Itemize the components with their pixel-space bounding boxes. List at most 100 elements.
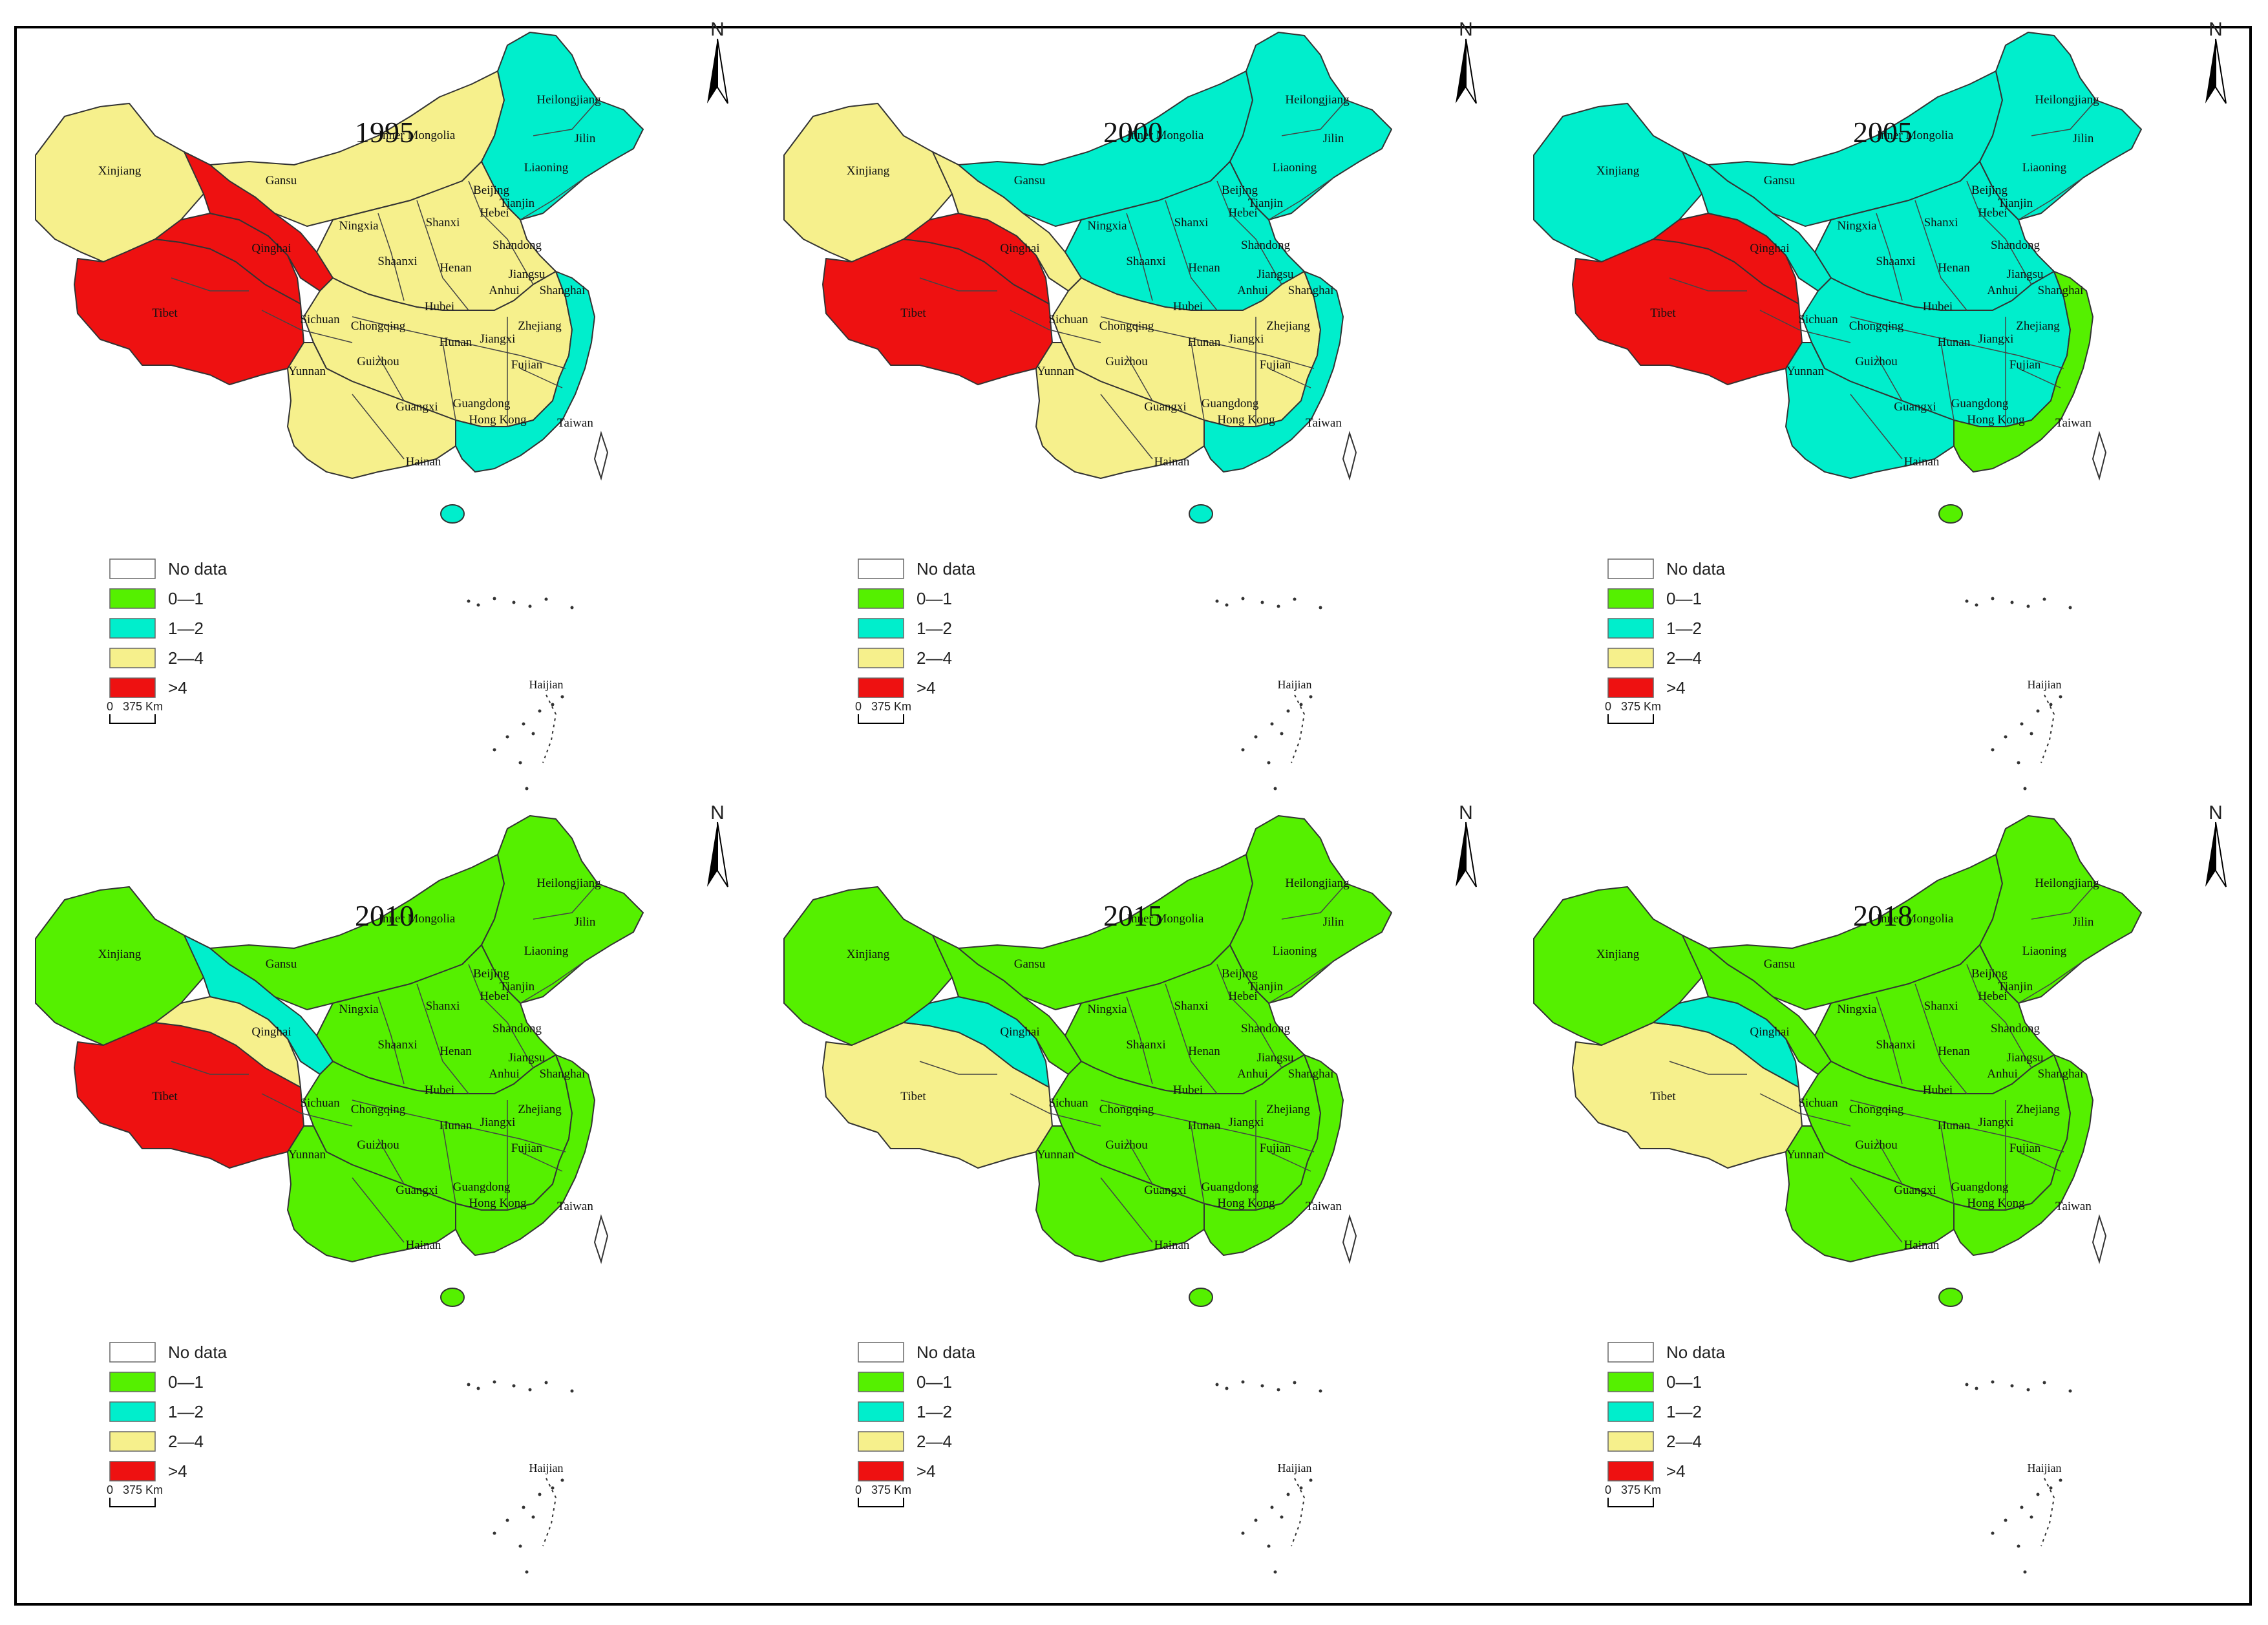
south-sea-inset: Haijian (467, 597, 574, 791)
legend-swatch (858, 1431, 904, 1452)
province-border (352, 1099, 566, 1152)
province-label: Shanxi (1174, 999, 1209, 1013)
north-arrow-right (717, 822, 728, 887)
province-label: Jiangxi (1229, 1116, 1264, 1129)
province-border (520, 961, 586, 1004)
province-label: Shaanxi (1126, 1038, 1165, 1052)
province-border (1126, 996, 1153, 1085)
island-dot (1299, 703, 1303, 706)
island-hainan (1938, 504, 1963, 524)
province-label: Shanxi (1174, 216, 1209, 229)
island-dot (528, 604, 532, 608)
island-dot (1260, 1384, 1264, 1388)
province-label: Chongqing (1099, 1103, 1154, 1116)
province-borders (919, 883, 1347, 1243)
island-dot (505, 1518, 509, 1522)
province-label: Hubei (425, 1083, 454, 1097)
province-label: Hainan (1904, 455, 1940, 469)
province-label: Tianjin (500, 980, 535, 993)
scale-start-label: 0 (855, 1483, 862, 1496)
province-label: Jilin (575, 915, 596, 929)
province-borders (171, 100, 599, 460)
province-border (377, 1138, 405, 1185)
province-label: Hainan (406, 1238, 441, 1252)
province-label: Guangdong (1202, 1180, 1259, 1194)
island-dot (570, 606, 574, 610)
province-label: Hong Kong (469, 413, 527, 427)
province-border (1100, 394, 1153, 460)
province-border (1010, 1093, 1101, 1127)
legend-swatch (109, 648, 156, 668)
province-label: Hong Kong (1967, 413, 2025, 427)
region-west (1533, 886, 1709, 1046)
legend-label: 1—2 (917, 1402, 952, 1421)
legend-label: >4 (917, 1461, 936, 1481)
province-label: Heilongjiang (2035, 93, 2099, 107)
north-arrow-left (2205, 39, 2216, 103)
province-label: Hebei (1228, 990, 1257, 1003)
province-label: Guizhou (1105, 355, 1148, 368)
province-border (1268, 177, 1334, 220)
province-label: Jiangxi (480, 1116, 516, 1129)
province-label: Hunan (440, 1119, 472, 1132)
legend-label: >4 (1666, 1461, 1686, 1481)
island-dot (2036, 709, 2040, 713)
island-dot (2042, 597, 2046, 601)
province-label: Hainan (1904, 1238, 1940, 1252)
island-dot (512, 1384, 516, 1388)
scale-bar-line (109, 1498, 156, 1507)
province-border (171, 277, 249, 292)
province-label: Fujian (1260, 1142, 1291, 1155)
province-label: Hong Kong (469, 1196, 527, 1210)
scale-bar-line (858, 1498, 904, 1507)
island-dot (518, 1544, 522, 1548)
map-panel-2010: Heilongjiang Jilin Liaoning Inner Mongolia B… (35, 802, 728, 1574)
province-border (1216, 964, 1282, 1068)
province-label: Tibet (152, 306, 178, 320)
region-coast (1203, 271, 1344, 473)
map-panel-2018: Heilongjiang Jilin Liaoning Inner Mongolia B… (1533, 802, 2227, 1574)
island-dot (1260, 600, 1264, 604)
province-border (1850, 1099, 2064, 1152)
island-dot (544, 1381, 548, 1385)
province-label: Xinjiang (847, 948, 890, 961)
island-taiwan (1342, 1214, 1357, 1264)
legend-swatch (858, 618, 904, 639)
year-title: 2000 (1103, 116, 1163, 149)
province-border (2018, 1151, 2061, 1172)
province-label: Guangdong (1951, 397, 2009, 410)
province-borders (1669, 883, 2097, 1243)
province-border (2018, 368, 2061, 388)
map-panel-1995: Heilongjiang Jilin Liaoning Inner Mongolia B… (35, 19, 728, 791)
province-border (520, 1151, 563, 1172)
province-label: Zhejiang (2016, 1103, 2060, 1116)
island-dot (1273, 1570, 1277, 1574)
island-dot (2030, 1515, 2033, 1519)
province-label: Guangxi (1894, 400, 1936, 414)
scale-end-label: 375 Km (871, 1483, 911, 1496)
province-label: Hainan (1154, 455, 1190, 469)
province-label: Inner Mongolia (379, 129, 456, 142)
legend: No data 0—1 1—2 2—4 >4 (858, 558, 976, 698)
province-border (533, 883, 599, 920)
province-label: Henan (440, 1045, 472, 1058)
legend-label: 1—2 (168, 619, 204, 638)
province-label: Shanghai (1288, 1067, 1334, 1081)
nine-dash-line (1291, 694, 1306, 763)
island-dot (1270, 722, 1274, 726)
legend-label: No data (917, 559, 976, 579)
legend-label: >4 (168, 1461, 187, 1481)
scale-bar-line (109, 714, 156, 724)
legend: No data 0—1 1—2 2—4 >4 (109, 558, 228, 698)
province-label: Hubei (1923, 1083, 1953, 1097)
region-west (35, 886, 211, 1046)
province-label: Ningxia (1087, 1003, 1127, 1016)
province-label: Jiangsu (509, 268, 546, 281)
legend-label: 0—1 (917, 1372, 952, 1392)
province-label: Anhui (1237, 1067, 1268, 1081)
province-label: Shaanxi (1876, 1038, 1915, 1052)
province-label: Heilongjiang (536, 876, 601, 890)
island-dot (1319, 606, 1322, 610)
island-dot (512, 600, 516, 604)
province-border (261, 1093, 353, 1127)
